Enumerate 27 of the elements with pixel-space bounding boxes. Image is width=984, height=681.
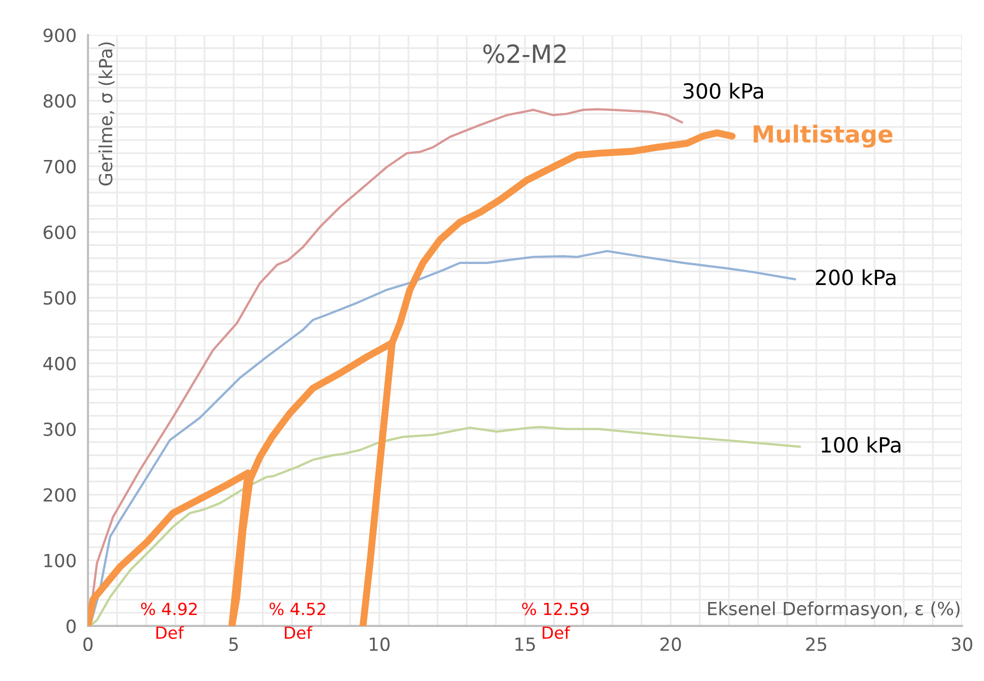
y-axis-title: Gerilme, σ (kPa) bbox=[98, 42, 115, 186]
y-tick-label: 700 bbox=[44, 160, 76, 174]
x-tick-label: 0 bbox=[83, 637, 93, 652]
x-tick-label: 20 bbox=[660, 637, 681, 652]
y-tick-label: 900 bbox=[44, 28, 76, 42]
series-label: 200 kPa bbox=[816, 269, 896, 286]
annotation: % 12.59 Def bbox=[522, 602, 589, 639]
x-tick-label: 5 bbox=[229, 638, 238, 652]
x-axis-title: Eksenel Deformasyon, ε (%) bbox=[708, 601, 960, 619]
y-tick-label: 400 bbox=[43, 356, 76, 370]
y-tick-label: 200 bbox=[44, 488, 76, 502]
series-label: 100 kPa bbox=[822, 436, 900, 453]
annotation: % 4.92 Def bbox=[141, 602, 197, 639]
y-tick-label: 500 bbox=[44, 291, 76, 305]
series-label: 300 kPa bbox=[684, 82, 763, 99]
y-tick-label: 600 bbox=[44, 225, 76, 240]
x-tick-label: 10 bbox=[370, 637, 390, 652]
y-tick-label: 0 bbox=[66, 619, 76, 634]
x-tick-label: 30 bbox=[952, 637, 972, 652]
x-tick-label: 25 bbox=[806, 637, 826, 652]
x-tick-label: 15 bbox=[515, 638, 535, 652]
series-label: Multistage bbox=[754, 124, 892, 148]
y-tick-label: 300 bbox=[44, 422, 76, 436]
annotation: % 4.52 Def bbox=[270, 602, 326, 639]
y-tick-label: 800 bbox=[44, 94, 76, 108]
y-tick-label: 100 bbox=[44, 554, 76, 568]
chart-title: %2-M2 bbox=[483, 44, 566, 64]
